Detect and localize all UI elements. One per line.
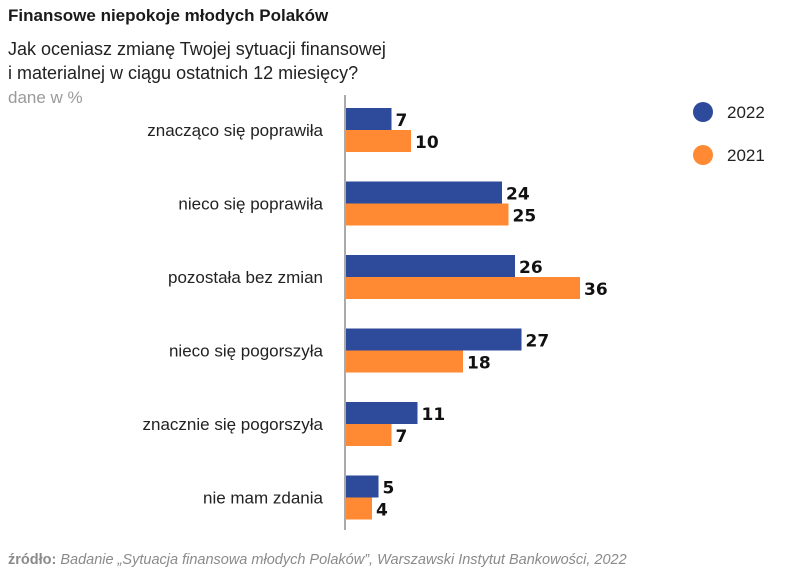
legend-marker-2021 bbox=[693, 145, 713, 165]
bar-2021 bbox=[346, 497, 372, 520]
chart-title: Finansowe niepokoje młodych Polaków bbox=[8, 6, 329, 25]
bar-2022 bbox=[346, 328, 522, 351]
data-label-2021: 4 bbox=[376, 501, 388, 521]
bar-2021 bbox=[346, 424, 392, 446]
bar-2022 bbox=[346, 108, 392, 130]
category-label: znacznie się pogorszyła bbox=[143, 415, 324, 434]
data-label-2021: 25 bbox=[513, 207, 537, 227]
data-label-2021: 18 bbox=[467, 354, 491, 374]
data-label-2021: 36 bbox=[584, 280, 608, 300]
data-label-2021: 10 bbox=[415, 133, 439, 153]
bar-2021 bbox=[346, 203, 509, 226]
data-label-2022: 7 bbox=[396, 111, 408, 131]
unit-note: dane w % bbox=[8, 88, 83, 107]
legend-label-2021: 2021 bbox=[727, 146, 765, 165]
category-label: znacząco się poprawiła bbox=[147, 121, 323, 140]
category-label: nieco się poprawiła bbox=[178, 195, 323, 214]
data-label-2022: 26 bbox=[519, 258, 543, 278]
data-label-2022: 24 bbox=[506, 185, 530, 205]
bars-group: znacząco się poprawiła 7 10 nieco się popra… bbox=[143, 108, 608, 521]
bar-2021 bbox=[346, 277, 580, 299]
legend-label-2022: 2022 bbox=[727, 103, 765, 122]
data-label-2022: 27 bbox=[526, 332, 550, 352]
source-note: źródło: Badanie „Sytuacja finansowa młod… bbox=[8, 552, 627, 568]
legend: 2022 2021 bbox=[693, 102, 765, 165]
category-label: nieco się pogorszyła bbox=[169, 342, 324, 361]
data-label-2021: 7 bbox=[396, 427, 408, 447]
category-label: pozostała bez zmian bbox=[168, 268, 323, 287]
bar-2022 bbox=[346, 255, 515, 277]
source-text: Badanie „Sytuacja finansowa młodych Pola… bbox=[60, 552, 627, 568]
bar-2022 bbox=[346, 475, 379, 498]
subtitle-line-2: i materialnej w ciągu ostatnich 12 miesi… bbox=[8, 63, 359, 83]
category-label: nie mam zdania bbox=[203, 489, 324, 508]
data-label-2022: 5 bbox=[383, 479, 395, 499]
data-label-2022: 11 bbox=[422, 405, 446, 425]
legend-marker-2022 bbox=[693, 102, 713, 122]
bar-2022 bbox=[346, 402, 418, 424]
bar-2021 bbox=[346, 130, 411, 152]
bar-chart: znacząco się poprawiła 7 10 nieco się popra… bbox=[143, 95, 765, 530]
bar-2021 bbox=[346, 350, 463, 373]
bar-2022 bbox=[346, 181, 502, 204]
chart-subtitle: Jak oceniasz zmianę Twojej sytuacji fina… bbox=[8, 37, 568, 85]
source-label: źródło: bbox=[8, 552, 57, 568]
subtitle-line-1: Jak oceniasz zmianę Twojej sytuacji fina… bbox=[8, 39, 386, 59]
